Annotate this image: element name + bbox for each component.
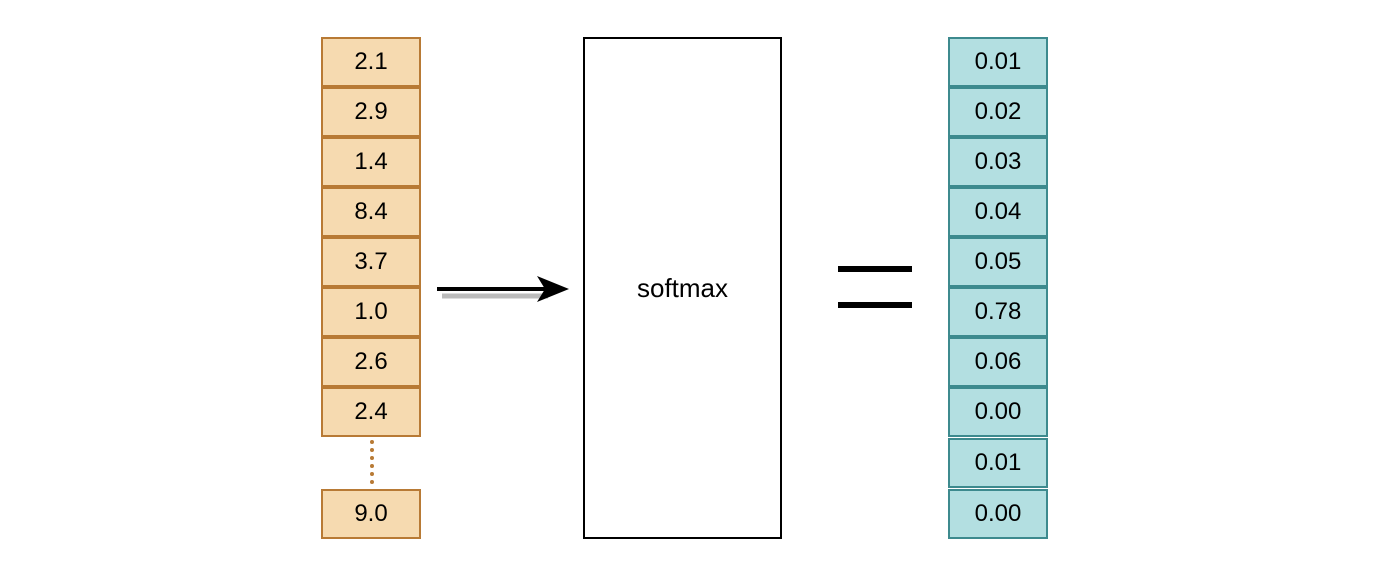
input-cell: 2.6 xyxy=(321,337,421,387)
input-cell: 2.4 xyxy=(321,387,421,437)
output-cell: 0.01 xyxy=(948,438,1048,488)
output-cell: 0.06 xyxy=(948,337,1048,387)
output-cell: 0.00 xyxy=(948,387,1048,437)
softmax-box: softmax xyxy=(583,37,782,539)
input-cell-last: 9.0 xyxy=(321,489,421,539)
input-cell: 3.7 xyxy=(321,237,421,287)
ellipsis-dots xyxy=(370,440,374,484)
output-cell: 0.01 xyxy=(948,37,1048,87)
output-cell: 0.03 xyxy=(948,137,1048,187)
input-cell: 1.0 xyxy=(321,287,421,337)
output-cell: 0.02 xyxy=(948,87,1048,137)
output-vector: 0.01 0.02 0.03 0.04 0.05 0.78 0.06 0.00 … xyxy=(948,37,1048,539)
right-arrow-icon xyxy=(437,276,569,302)
input-cell: 2.9 xyxy=(321,87,421,137)
softmax-label: softmax xyxy=(636,272,729,303)
output-cell: 0.04 xyxy=(948,187,1048,237)
input-cell: 1.4 xyxy=(321,137,421,187)
input-cell: 8.4 xyxy=(321,187,421,237)
output-cell: 0.05 xyxy=(948,237,1048,287)
output-cell: 0.78 xyxy=(948,287,1048,337)
output-cell: 0.00 xyxy=(948,489,1048,539)
input-cell: 2.1 xyxy=(321,37,421,87)
equals-bar-bottom xyxy=(838,302,912,308)
equals-bar-top xyxy=(838,266,912,272)
input-vector: 2.1 2.9 1.4 8.4 3.7 1.0 2.6 2.4 9.0 xyxy=(321,37,421,539)
